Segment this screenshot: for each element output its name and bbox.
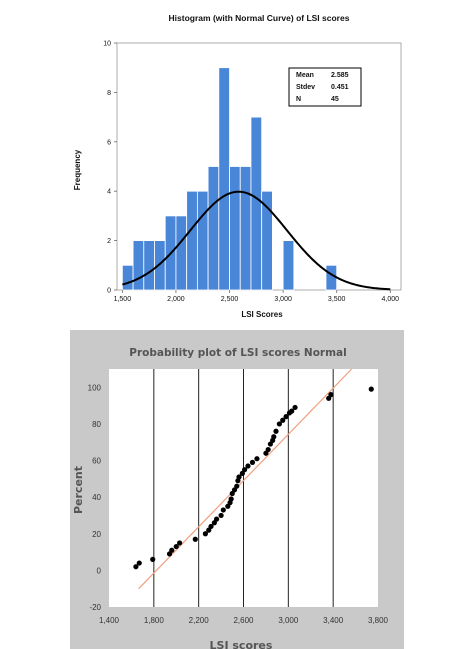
histogram-y-tick-label: 10 [103, 41, 111, 48]
histogram-y-tick-label: 6 [107, 139, 111, 146]
probability-y-tick-label: 40 [92, 493, 101, 502]
probability-point [280, 417, 286, 423]
histogram-x-tick-label: 2,000 [167, 296, 185, 303]
histogram-bar [175, 215, 188, 291]
probability-y-tick-label: 100 [88, 383, 102, 392]
histogram-y-axis-label: Frequency [73, 149, 82, 190]
probability-x-tick-label: 3,400 [323, 616, 344, 625]
histogram-y-tick-label: 2 [107, 238, 111, 245]
probability-point [150, 556, 156, 563]
probability-y-ticks: -20 0 20 40 60 80 100 [88, 383, 102, 612]
histogram-bar [282, 240, 295, 291]
probability-point [328, 392, 334, 398]
probability-point [245, 463, 251, 469]
probability-y-tick-label: 80 [92, 420, 101, 429]
probability-point [234, 483, 240, 489]
histogram-bar [207, 166, 220, 291]
histogram-x-tick-label: 3,000 [274, 296, 292, 303]
histogram-x-tick-label: 1,500 [114, 296, 132, 303]
histogram-bar [132, 240, 145, 291]
histogram-y-tick-label: 4 [107, 189, 111, 196]
probability-points [133, 386, 374, 570]
probability-point [289, 408, 295, 414]
histogram-bar [261, 190, 273, 291]
probability-y-tick-label: 0 [97, 566, 102, 575]
probability-point [173, 543, 179, 550]
probability-point [254, 456, 260, 462]
histogram-bar [154, 240, 166, 291]
probability-point [242, 467, 248, 473]
probability-point [273, 428, 279, 434]
histogram-x-tick-label: 4,000 [382, 296, 400, 303]
histogram-bar [186, 190, 198, 291]
probability-x-ticks: 1,400 1,800 2,200 2,600 3,000 3,400 3,800 [99, 616, 389, 625]
histogram-chart: Histogram (with Normal Curve) of LSI sco… [73, 13, 402, 319]
histogram-bar [143, 240, 155, 291]
probability-point [214, 516, 220, 522]
probability-x-tick-label: 3,800 [368, 616, 389, 625]
probability-point [218, 512, 224, 519]
probability-point [220, 507, 226, 513]
probability-fit-line-group [138, 368, 353, 590]
probability-point [136, 560, 142, 566]
probability-y-tick-label: -20 [89, 603, 101, 612]
legend-n-label: N [296, 96, 301, 103]
legend-mean-label: Mean [296, 72, 314, 79]
probability-point [192, 536, 198, 542]
histogram-bar [229, 166, 241, 291]
histogram-y-ticks: 0 2 4 6 8 10 [103, 41, 117, 295]
stats-legend: Mean 2.585 Stdev 0.451 N 45 [288, 67, 362, 107]
legend-stdev-value: 0.451 [331, 84, 349, 91]
histogram-x-axis-label: LSI Scores [241, 310, 283, 319]
histogram-x-tick-label: 2,500 [221, 296, 239, 303]
probability-point [276, 421, 282, 427]
probability-plot-title: Probability plot of LSI scores Normal [129, 347, 346, 359]
legend-n-value: 45 [331, 96, 339, 103]
probability-point [208, 523, 214, 530]
probability-x-axis-label: LSI scores [210, 639, 273, 649]
histogram-bar [121, 264, 134, 291]
histogram-title: Histogram (with Normal Curve) of LSI sco… [169, 13, 350, 23]
probability-point [202, 531, 208, 537]
histogram-y-tick-label: 8 [107, 90, 111, 97]
histogram-bar [218, 67, 230, 291]
histogram-bar [239, 166, 252, 291]
probability-point [368, 386, 374, 392]
legend-mean-value: 2.585 [331, 72, 349, 79]
histogram-bar [196, 190, 209, 291]
probability-point [271, 434, 277, 440]
legend-stdev-label: Stdev [296, 84, 315, 91]
normal-curve [122, 190, 391, 291]
probability-y-tick-label: 20 [92, 530, 101, 539]
probability-point [283, 414, 289, 420]
probability-point [249, 459, 256, 465]
probability-y-axis-label: Percent [72, 466, 85, 514]
probability-point [236, 474, 242, 480]
histogram-bar [250, 116, 263, 291]
probability-y-tick-label: 60 [92, 457, 101, 466]
probability-vertical-gridlines [153, 369, 334, 607]
probability-point [133, 564, 139, 570]
probability-fit-line [138, 368, 353, 590]
probability-point [292, 404, 298, 411]
probability-x-tick-label: 2,200 [189, 616, 210, 625]
probability-x-tick-label: 1,800 [144, 616, 165, 625]
probability-plot-chart: Probability plot of LSI scores Normal -2… [70, 330, 404, 649]
histogram-x-tick-label: 3,500 [328, 296, 346, 303]
histogram-y-tick-label: 0 [107, 288, 111, 295]
probability-x-tick-label: 3,000 [278, 616, 299, 625]
probability-x-tick-label: 1,400 [99, 616, 120, 625]
probability-x-tick-label: 2,600 [233, 616, 254, 625]
histogram-x-ticks: 1,500 2,000 2,500 3,000 3,500 4,000 [114, 290, 400, 303]
probability-point [265, 446, 271, 453]
probability-point [228, 496, 234, 502]
stats-legend-box [288, 67, 362, 107]
probability-point [169, 547, 175, 553]
probability-point [177, 540, 183, 546]
